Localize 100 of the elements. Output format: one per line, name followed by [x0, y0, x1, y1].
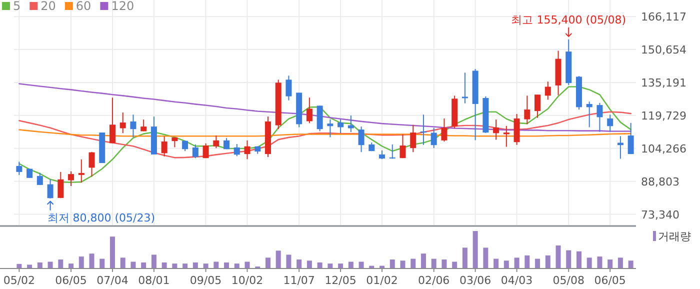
- x-tick-label: 04/03: [500, 274, 533, 287]
- bar: [431, 258, 436, 268]
- x-tick-label: 10/02: [231, 274, 264, 287]
- x-tick-label: 03/06: [459, 274, 492, 287]
- bar: [192, 262, 198, 268]
- candlestick: [192, 144, 198, 159]
- candlestick: [628, 122, 634, 155]
- candlestick: [410, 124, 416, 153]
- candlestick: [358, 126, 364, 153]
- bar: [608, 260, 613, 268]
- y-tick-label: 150,654: [641, 44, 686, 57]
- y-tick-label: 73,340: [641, 208, 680, 222]
- bar: [514, 258, 520, 268]
- x-tick-label: 12/05: [324, 274, 356, 287]
- candlestick: [68, 170, 74, 187]
- x-tick-label: 11/07: [283, 274, 315, 287]
- x-tick-label: 08/01: [138, 274, 170, 287]
- candlestick: [120, 112, 126, 134]
- bar: [504, 260, 509, 268]
- candlestick: [109, 97, 116, 144]
- candlestick: [161, 136, 168, 157]
- candlestick: [244, 140, 250, 160]
- y-tick-label: 135,191: [641, 76, 686, 90]
- bar: [265, 258, 270, 268]
- legend-label: 60: [76, 0, 92, 13]
- bar: [348, 262, 354, 268]
- bar: [286, 254, 292, 268]
- bar: [276, 250, 281, 268]
- bar: [535, 258, 540, 268]
- candlestick: [514, 113, 520, 146]
- bar: [420, 254, 426, 268]
- y-tick-label: 104,266: [641, 142, 686, 156]
- candlestick: [286, 75, 292, 101]
- x-tick-label: 07/04: [96, 274, 128, 287]
- bar: [586, 258, 592, 268]
- x-tick-label: 05/02: [3, 274, 36, 287]
- bar: [566, 250, 572, 268]
- candlestick: [400, 134, 406, 159]
- bar: [203, 264, 208, 268]
- candlestick: [586, 101, 592, 128]
- bar: [524, 255, 530, 268]
- bar: [390, 260, 395, 268]
- candlestick: [441, 118, 448, 142]
- bar: [48, 262, 53, 268]
- candlestick: [130, 114, 136, 138]
- bar: [296, 260, 302, 268]
- candlestick: [327, 118, 334, 138]
- candlestick: [306, 97, 312, 124]
- candlestick: [524, 95, 530, 125]
- x-tick-label: 06/05: [594, 274, 626, 287]
- bar: [494, 258, 499, 268]
- bar: [618, 258, 623, 268]
- bar: [78, 256, 84, 268]
- bar: [410, 258, 416, 268]
- bar: [317, 262, 322, 268]
- candlestick: [36, 172, 43, 186]
- candlestick: [544, 81, 551, 100]
- bar: [483, 248, 488, 268]
- candlestick: [88, 151, 95, 178]
- x-tick-label: 05/08: [552, 274, 584, 287]
- bar: [27, 264, 32, 268]
- legend: 거래량: [653, 230, 691, 243]
- y-tick-label: 119,729: [641, 109, 686, 122]
- bar: [472, 231, 478, 268]
- candlestick: [493, 119, 500, 140]
- y-tick-label: 166,117: [641, 10, 686, 24]
- bar: [234, 264, 240, 268]
- candlestick: [234, 144, 240, 157]
- candlestick: [430, 127, 437, 149]
- candlestick: [462, 72, 468, 104]
- candlestick: [596, 102, 603, 132]
- bar: [214, 262, 219, 268]
- bar: [462, 248, 468, 268]
- candlestick: [47, 178, 54, 199]
- candlestick: [78, 158, 84, 184]
- candlestick: [202, 142, 209, 159]
- bar: [172, 264, 178, 268]
- bar: [628, 260, 634, 268]
- candlestick: [348, 114, 354, 133]
- annotation: 최저 80,800 (05/23): [47, 211, 156, 224]
- bar: [244, 262, 250, 268]
- legend-label: 20: [40, 0, 56, 13]
- bar: [16, 264, 22, 268]
- bar: [68, 264, 74, 268]
- bar: [58, 260, 64, 268]
- bar: [358, 262, 364, 268]
- bar: [100, 258, 105, 268]
- x-tick-label: 02/06: [418, 274, 450, 287]
- x-tick-label: 06/05: [55, 274, 87, 287]
- candlestick: [16, 161, 22, 176]
- bar: [400, 260, 406, 268]
- bar: [37, 262, 42, 268]
- candlestick: [338, 118, 344, 134]
- bar: [597, 256, 602, 268]
- candlestick: [607, 114, 614, 132]
- y-tick-label: 88,803: [641, 175, 680, 188]
- bar: [162, 262, 167, 268]
- legend-label: 5: [13, 0, 21, 13]
- annotation: 최고 155,400 (05/08): [511, 13, 626, 26]
- bar: [452, 262, 458, 268]
